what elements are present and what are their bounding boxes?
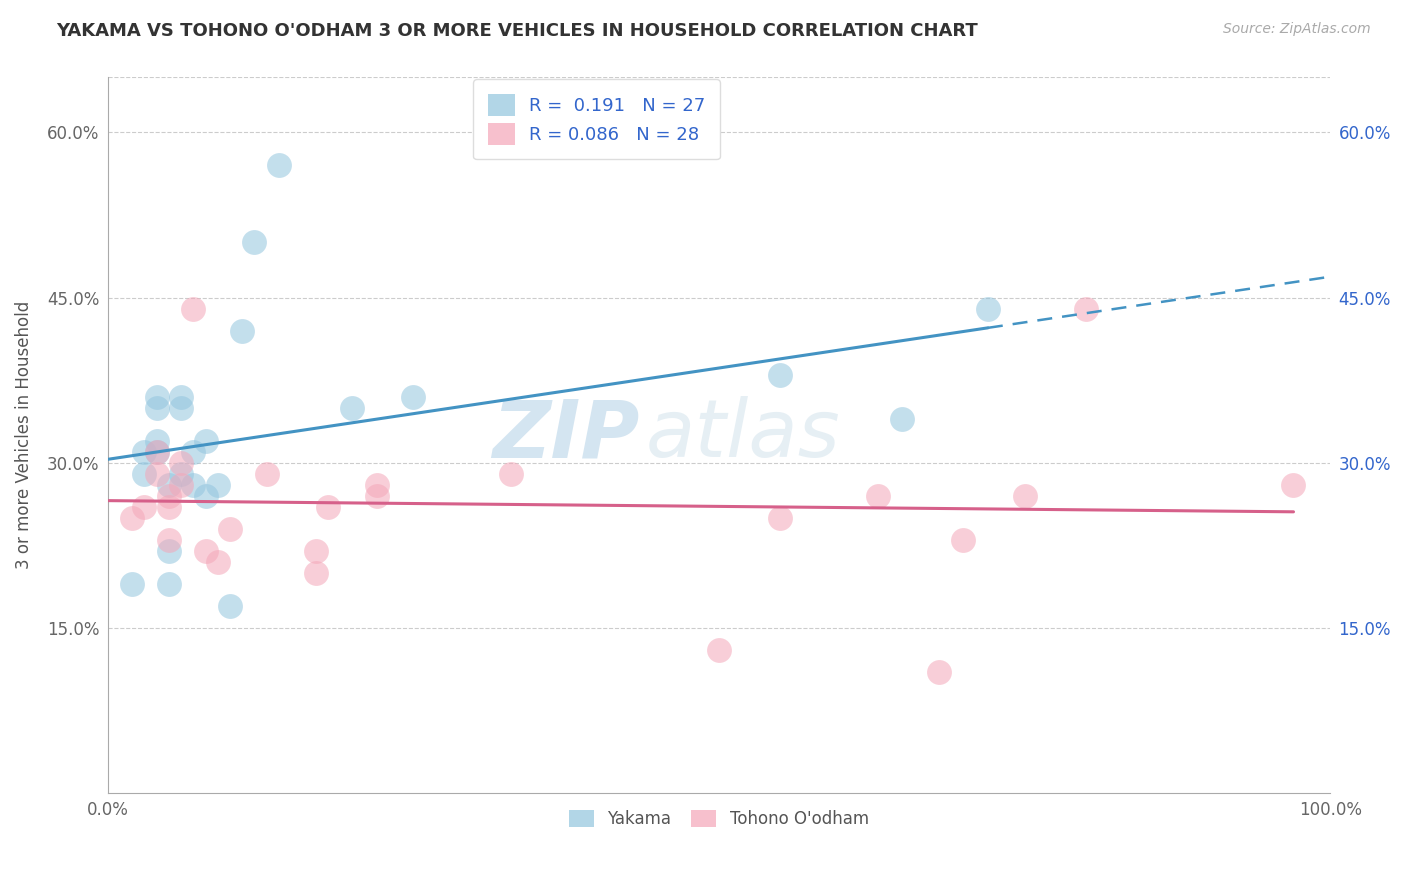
- Point: [157, 477, 180, 491]
- Point: [304, 543, 326, 558]
- Point: [145, 444, 167, 458]
- Point: [1074, 301, 1097, 316]
- Point: [145, 390, 167, 404]
- Point: [181, 477, 204, 491]
- Point: [243, 235, 266, 250]
- Point: [181, 444, 204, 458]
- Point: [342, 401, 364, 415]
- Point: [316, 500, 339, 514]
- Point: [121, 576, 143, 591]
- Point: [170, 456, 193, 470]
- Text: ZIP: ZIP: [492, 396, 640, 474]
- Point: [121, 510, 143, 524]
- Point: [1014, 489, 1036, 503]
- Point: [769, 368, 792, 382]
- Legend: Yakama, Tohono O'odham: Yakama, Tohono O'odham: [562, 803, 876, 834]
- Point: [769, 510, 792, 524]
- Point: [170, 467, 193, 481]
- Point: [170, 390, 193, 404]
- Point: [157, 543, 180, 558]
- Point: [157, 533, 180, 547]
- Point: [194, 489, 217, 503]
- Point: [501, 467, 523, 481]
- Point: [157, 489, 180, 503]
- Point: [366, 477, 388, 491]
- Point: [170, 401, 193, 415]
- Y-axis label: 3 or more Vehicles in Household: 3 or more Vehicles in Household: [15, 301, 32, 569]
- Point: [707, 642, 730, 657]
- Point: [1282, 477, 1305, 491]
- Text: YAKAMA VS TOHONO O'ODHAM 3 OR MORE VEHICLES IN HOUSEHOLD CORRELATION CHART: YAKAMA VS TOHONO O'ODHAM 3 OR MORE VEHIC…: [56, 22, 979, 40]
- Point: [402, 390, 425, 404]
- Point: [366, 489, 388, 503]
- Point: [952, 533, 974, 547]
- Point: [267, 159, 290, 173]
- Point: [145, 444, 167, 458]
- Text: atlas: atlas: [645, 396, 841, 474]
- Point: [977, 301, 1000, 316]
- Point: [194, 434, 217, 448]
- Point: [170, 477, 193, 491]
- Point: [891, 411, 914, 425]
- Point: [207, 477, 229, 491]
- Text: Source: ZipAtlas.com: Source: ZipAtlas.com: [1223, 22, 1371, 37]
- Point: [866, 489, 889, 503]
- Point: [219, 522, 242, 536]
- Point: [134, 467, 156, 481]
- Point: [219, 599, 242, 613]
- Point: [157, 500, 180, 514]
- Point: [207, 555, 229, 569]
- Point: [181, 301, 204, 316]
- Point: [928, 665, 950, 679]
- Point: [134, 444, 156, 458]
- Point: [145, 401, 167, 415]
- Point: [256, 467, 278, 481]
- Point: [157, 576, 180, 591]
- Point: [134, 500, 156, 514]
- Point: [231, 324, 253, 338]
- Point: [194, 543, 217, 558]
- Point: [304, 566, 326, 580]
- Point: [145, 467, 167, 481]
- Point: [145, 434, 167, 448]
